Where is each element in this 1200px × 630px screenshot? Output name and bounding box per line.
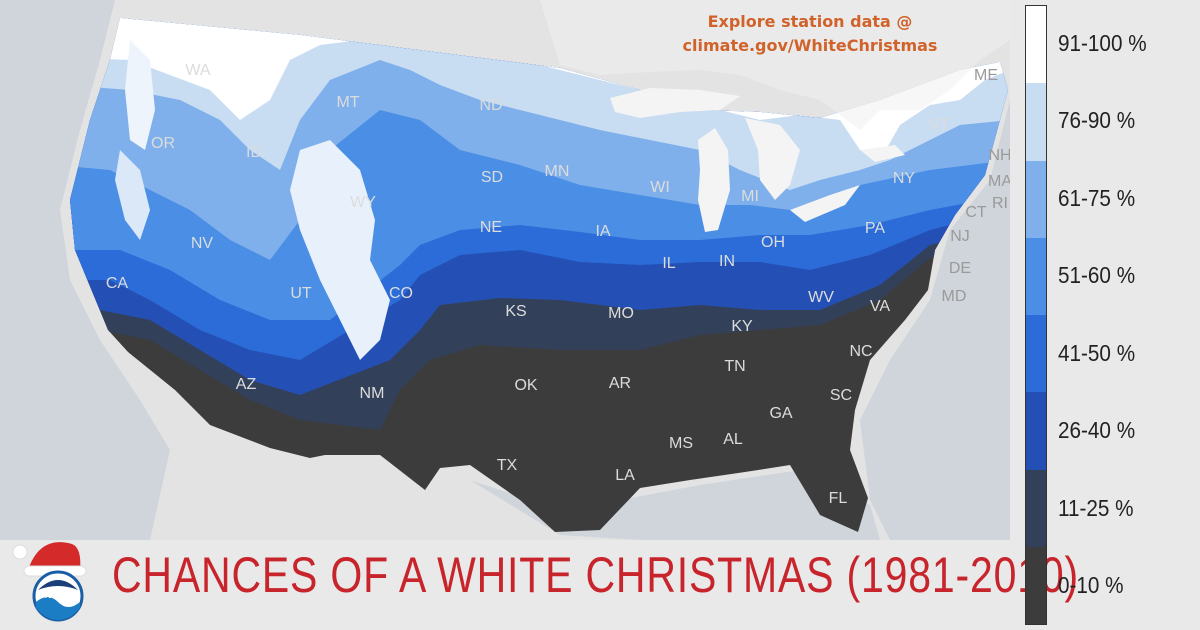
state-label-or: OR — [151, 135, 175, 152]
legend-label: 11-25 % — [1058, 494, 1134, 521]
noaa-logo-text: NOAA — [45, 590, 72, 600]
state-label-ny: NY — [893, 170, 916, 187]
state-label-ar: AR — [609, 375, 631, 392]
legend-label: 76-90 % — [1058, 107, 1136, 134]
atlantic-ocean — [860, 100, 1010, 540]
legend-label: 41-50 % — [1058, 339, 1136, 366]
state-label-tn: TN — [724, 358, 745, 375]
legend-swatch — [1026, 6, 1046, 84]
lake-huron — [745, 118, 800, 200]
state-label-sd: SD — [481, 169, 503, 186]
noaa-bird — [38, 580, 78, 590]
legend-swatch — [1026, 469, 1046, 547]
lake-superior — [610, 88, 740, 118]
state-label-mi: MI — [741, 188, 759, 205]
state-label-nv: NV — [191, 235, 214, 252]
state-label-me: ME — [974, 67, 998, 84]
legend-swatch — [1026, 392, 1046, 470]
state-label-nm: NM — [360, 385, 385, 402]
noaa-logo: NOAA — [12, 542, 87, 622]
state-label-il: IL — [662, 255, 675, 272]
santa-hat-icon — [28, 542, 81, 570]
state-label-vt: VT — [929, 117, 950, 134]
legend-label: 26-40 % — [1058, 417, 1136, 444]
white-christmas-map: WA OR CA ID NV MT WY UT AZ CO NM ND SD NE KS OK TX MN IA MO… — [0, 0, 1010, 540]
state-label-ne: NE — [480, 219, 502, 236]
state-label-wa: WA — [185, 62, 211, 79]
state-label-ks: KS — [505, 303, 526, 320]
state-label-md: MD — [942, 288, 967, 305]
legend-swatch — [1026, 315, 1046, 393]
state-label-nc: NC — [849, 343, 872, 360]
legend-swatch — [1026, 83, 1046, 161]
sierra-snow — [115, 150, 150, 240]
legend-label: 51-60 % — [1058, 262, 1136, 289]
state-label-co: CO — [389, 285, 413, 302]
state-label-id: ID — [246, 144, 262, 161]
legend-label: 91-100 % — [1058, 29, 1147, 56]
santa-hat-pompom — [12, 544, 28, 560]
legend-swatch — [1026, 237, 1046, 315]
state-label-in: IN — [719, 253, 735, 270]
legend-swatch — [1026, 546, 1046, 624]
lake-ontario — [860, 145, 905, 162]
state-label-az: AZ — [236, 376, 257, 393]
cascades-snow — [125, 40, 155, 150]
state-label-ca: CA — [106, 275, 129, 292]
legend-swatch — [1026, 160, 1046, 238]
explore-line-2[interactable]: climate.gov/WhiteChristmas — [682, 36, 938, 55]
legend-labels: 91-100 % 76-90 % 61-75 % 51-60 % 41-50 % 26-4… — [1058, 5, 1198, 625]
state-label-wy: WY — [350, 194, 376, 211]
state-label-ct: CT — [965, 204, 987, 221]
lake-michigan — [698, 128, 730, 232]
state-label-va: VA — [870, 298, 890, 315]
pacific-ocean — [0, 0, 170, 540]
state-label-mo: MO — [608, 305, 634, 322]
state-label-oh: OH — [761, 234, 785, 251]
state-labels: WA OR CA ID NV MT WY UT AZ CO NM ND SD NE KS OK TX MN IA MO… — [106, 62, 1010, 507]
state-label-nj: NJ — [950, 228, 970, 245]
state-label-ms: MS — [669, 435, 693, 452]
state-label-fl: FL — [829, 490, 848, 507]
page-title: CHANCES OF A WHITE CHRISTMAS (1981-2010) — [112, 547, 1079, 603]
legend-label: 0-10 % — [1058, 572, 1124, 599]
state-label-mn: MN — [545, 163, 570, 180]
state-label-ma: MA — [988, 173, 1010, 190]
state-label-de: DE — [949, 260, 971, 277]
explore-annotation[interactable]: Explore station data @ climate.gov/White… — [650, 10, 970, 58]
state-label-ok: OK — [514, 377, 537, 394]
state-label-ky: KY — [731, 318, 753, 335]
state-label-ia: IA — [595, 223, 610, 240]
rockies-snow — [290, 140, 390, 360]
state-label-sc: SC — [830, 387, 852, 404]
explore-line-1: Explore station data @ — [707, 12, 913, 31]
lake-erie — [790, 185, 860, 222]
state-label-nd: ND — [479, 97, 502, 114]
state-label-ut: UT — [290, 285, 312, 302]
state-label-tx: TX — [497, 457, 518, 474]
state-label-la: LA — [615, 467, 635, 484]
legend-bar — [1025, 5, 1047, 625]
state-label-al: AL — [723, 431, 743, 448]
state-label-pa: PA — [865, 220, 885, 237]
state-label-wi: WI — [650, 179, 670, 196]
state-label-ri: RI — [992, 195, 1008, 212]
state-label-wv: WV — [808, 289, 834, 306]
state-label-ga: GA — [769, 405, 792, 422]
canada-land — [540, 0, 1010, 130]
state-label-nh: NH — [988, 147, 1010, 164]
noaa-wave — [36, 597, 80, 620]
legend-label: 61-75 % — [1058, 184, 1136, 211]
state-label-mt: MT — [336, 94, 359, 111]
